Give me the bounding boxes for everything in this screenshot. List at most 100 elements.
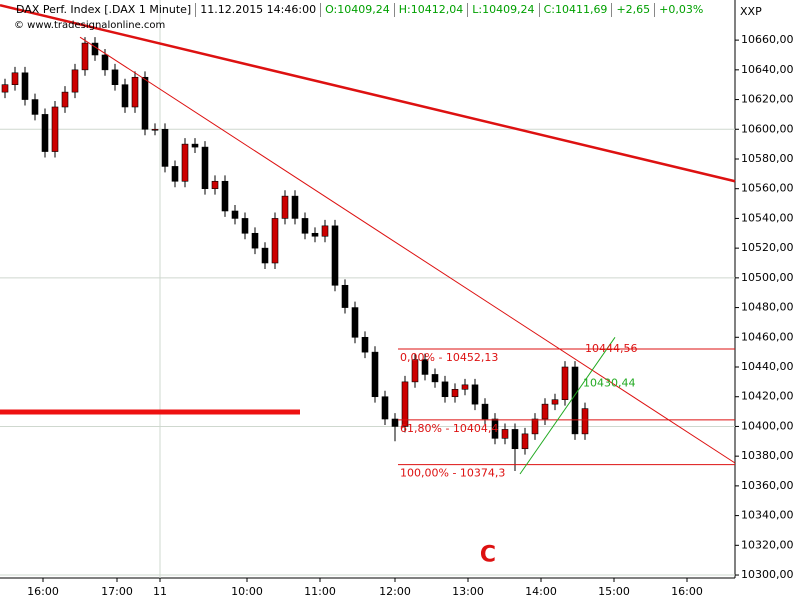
candle-body	[451, 388, 459, 398]
candle-body	[281, 195, 289, 219]
y-tick-label: 10500,00	[741, 271, 794, 284]
x-tick-label: 15:00	[598, 585, 630, 598]
candle-body	[521, 433, 529, 450]
x-tick-label: 16:00	[671, 585, 703, 598]
header-field: H:10412,04	[393, 3, 467, 17]
candle-body	[81, 42, 89, 71]
candle-body	[361, 336, 369, 353]
candle-body	[1, 84, 9, 93]
candle-body	[201, 146, 209, 190]
y-tick-label: 10600,00	[741, 122, 794, 135]
candle-body	[351, 307, 359, 338]
header-field: O:10409,24	[320, 3, 394, 17]
trendline	[0, 3, 736, 183]
candle-body	[301, 218, 309, 234]
candle-body	[421, 359, 429, 375]
candle-body	[41, 114, 49, 152]
annotation: 10430,44	[583, 376, 636, 389]
candle-body	[531, 418, 539, 435]
candle-body	[341, 284, 349, 308]
x-tick-label: 11	[153, 585, 167, 598]
candle-body	[231, 210, 239, 219]
wave-label: C	[480, 543, 496, 568]
y-tick-label: 10620,00	[741, 93, 794, 106]
copyright: © www.tradesignalonline.com	[14, 20, 166, 31]
x-tick-label: 16:00	[27, 585, 59, 598]
candle-body	[471, 384, 479, 405]
x-tick-label: 17:00	[101, 585, 133, 598]
candle-body	[21, 72, 29, 100]
candle-body	[441, 381, 449, 398]
candle-body	[51, 106, 59, 152]
candle-body	[411, 359, 419, 383]
y-tick-label: 10540,00	[741, 211, 794, 224]
candle-body	[391, 418, 399, 427]
y-tick-label: 10560,00	[741, 182, 794, 195]
candle-body	[251, 232, 259, 249]
trendline	[519, 337, 616, 475]
candle-body	[211, 180, 219, 190]
y-tick-label: 10660,00	[741, 33, 794, 46]
candle-body	[11, 72, 19, 85]
candle-body	[561, 366, 569, 400]
x-tick-label: 14:00	[525, 585, 557, 598]
candle-body	[571, 366, 579, 435]
candle-body	[321, 225, 329, 237]
candle-body	[501, 429, 509, 439]
candle-body	[511, 429, 519, 450]
candle-body	[371, 351, 379, 398]
fib-label: 100,00% - 10374,3	[400, 467, 505, 480]
y-tick-label: 10320,00	[741, 538, 794, 551]
x-tick-label: 12:00	[379, 585, 411, 598]
y-tick-label: 10460,00	[741, 330, 794, 343]
y-tick-label: 10340,00	[741, 509, 794, 522]
candle-body	[331, 225, 339, 286]
candle-body	[151, 128, 159, 131]
candle-body	[181, 143, 189, 182]
candle-body	[401, 381, 409, 427]
y-tick-label: 10420,00	[741, 390, 794, 403]
annotation: 10444,56	[585, 342, 638, 355]
candle-body	[271, 218, 279, 264]
candle-body	[541, 403, 549, 420]
y-tick-label: 10520,00	[741, 241, 794, 254]
header: DAX Perf. Index [.DAX 1 Minute] 11.12.201…	[12, 3, 707, 17]
header-field: C:10411,69	[538, 3, 612, 17]
candle-body	[431, 374, 439, 383]
x-tick-label: 13:00	[452, 585, 484, 598]
candle-body	[291, 195, 299, 219]
header-field: +0,03%	[654, 3, 707, 17]
y-tick-label: 10640,00	[741, 63, 794, 76]
candle-body	[581, 408, 589, 435]
y-tick-label: 10360,00	[741, 479, 794, 492]
x-tick-label: 10:00	[231, 585, 263, 598]
candle-body	[221, 180, 229, 212]
x-tick-label: 11:00	[304, 585, 336, 598]
y-tick-label: 10380,00	[741, 449, 794, 462]
candle-body	[101, 54, 109, 71]
y-tick-label: 10580,00	[741, 152, 794, 165]
y-tick-label: 10480,00	[741, 301, 794, 314]
corner-label: XXP	[740, 5, 762, 18]
candle-body	[61, 91, 69, 108]
header-field: +2,65	[611, 3, 654, 17]
candle-body	[91, 42, 99, 56]
candle-body	[311, 232, 319, 237]
candle-body	[121, 84, 129, 108]
candle-body	[131, 76, 139, 108]
header-field: 11.12.2015 14:46:00	[195, 3, 320, 17]
y-tick-label: 10400,00	[741, 419, 794, 432]
fib-label: 61,80% - 10404,4	[400, 422, 498, 435]
candle-body	[161, 128, 169, 167]
candle-body	[141, 76, 149, 130]
candle-body	[31, 99, 39, 115]
y-tick-label: 10440,00	[741, 360, 794, 373]
candle-body	[481, 403, 489, 420]
header-field: DAX Perf. Index [.DAX 1 Minute]	[16, 3, 192, 16]
candle-body	[551, 399, 559, 405]
candle-body	[261, 247, 269, 264]
candle-body	[191, 143, 199, 148]
candle-body	[111, 69, 119, 85]
